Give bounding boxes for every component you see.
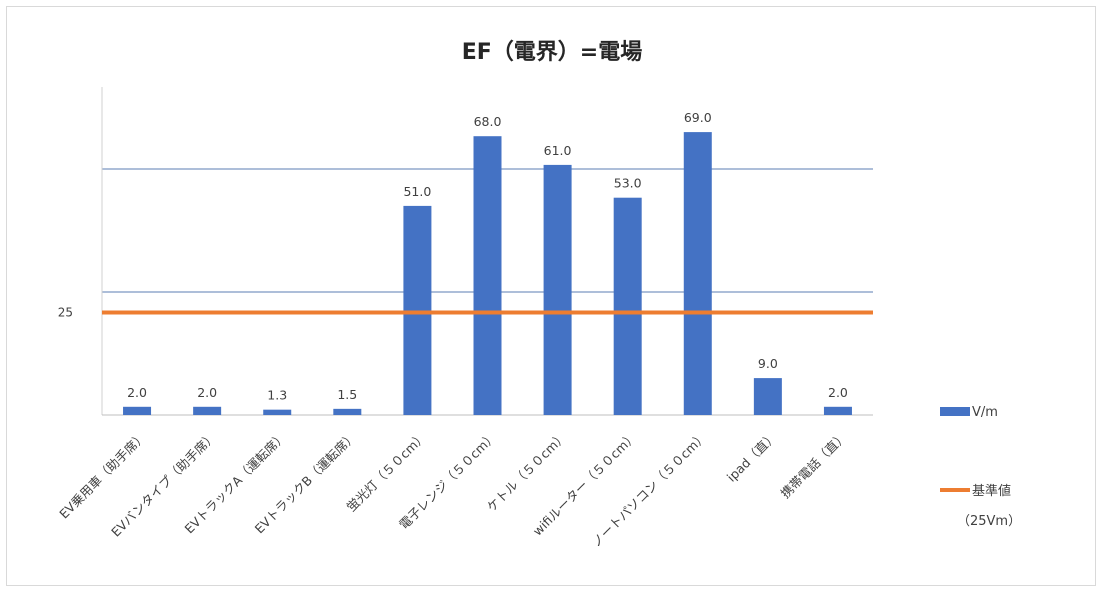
bar bbox=[543, 164, 572, 415]
legend-swatch-bars bbox=[940, 407, 970, 416]
legend-label-reference: 基準値 bbox=[972, 483, 1011, 499]
chart-title: EF（電界）=電場 bbox=[462, 40, 643, 65]
data-label: 2.0 bbox=[828, 385, 848, 400]
data-label: 53.0 bbox=[614, 176, 642, 191]
data-label: 51.0 bbox=[403, 184, 431, 199]
bar bbox=[263, 409, 292, 415]
legend-note-reference: （25Vm） bbox=[957, 514, 1021, 529]
legend-label-bars: V/m bbox=[972, 405, 998, 420]
data-label: 69.0 bbox=[684, 110, 712, 125]
category-label: ipad（直） bbox=[724, 429, 780, 485]
data-label: 1.5 bbox=[337, 387, 357, 402]
category-label: 携帯電話（直） bbox=[778, 429, 850, 501]
bar bbox=[333, 408, 362, 415]
bar bbox=[403, 205, 432, 415]
bar bbox=[753, 378, 782, 415]
data-label: 68.0 bbox=[474, 114, 502, 129]
data-label: 61.0 bbox=[544, 143, 572, 158]
data-label: 2.0 bbox=[197, 385, 217, 400]
data-label: 2.0 bbox=[127, 385, 147, 400]
bar bbox=[823, 406, 852, 415]
bar bbox=[683, 132, 712, 415]
bar bbox=[193, 406, 222, 415]
y-tick-label: 25 bbox=[58, 306, 73, 320]
data-label: 9.0 bbox=[758, 356, 778, 371]
data-label: 1.3 bbox=[267, 388, 287, 403]
category-label: ノートパソコン（５０cm） bbox=[589, 429, 710, 550]
chart-frame: EF（電界）=電場 25 2.0 EV乗用車（助手席） 2.0 EVバンタイプ（助手席… bbox=[6, 6, 1096, 586]
bar-chart: EF（電界）=電場 25 2.0EV乗用車（助手席）2.0EVバンタイプ（助手席… bbox=[56, 40, 1021, 550]
bar bbox=[613, 197, 642, 415]
bar bbox=[123, 406, 152, 415]
bar bbox=[473, 136, 502, 415]
